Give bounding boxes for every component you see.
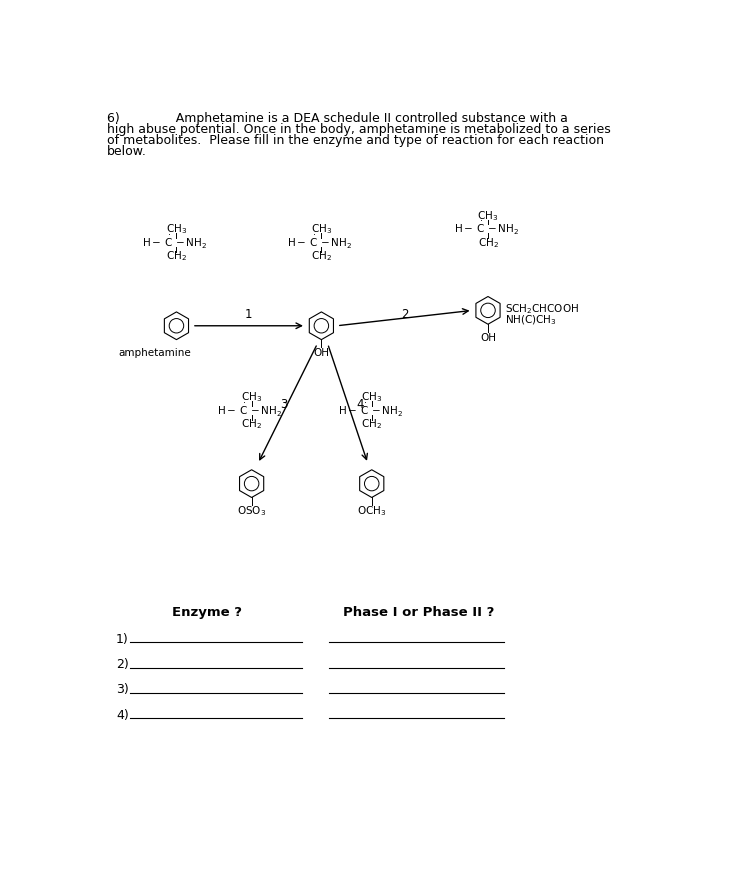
Text: 3: 3 [280,398,288,411]
Text: $\mathregular{OCH_3}$: $\mathregular{OCH_3}$ [357,504,387,518]
Text: $\mathregular{CH_2}$: $\mathregular{CH_2}$ [166,250,187,263]
Text: 1): 1) [116,633,129,646]
Text: 2): 2) [116,658,129,671]
Text: $\mathregular{CH_3}$: $\mathregular{CH_3}$ [241,391,262,404]
Text: $\mathregular{H-\,\dot{C}\,-NH_2}$: $\mathregular{H-\,\dot{C}\,-NH_2}$ [142,234,208,251]
Text: $\mathregular{SCH_2CHCOOH}$: $\mathregular{SCH_2CHCOOH}$ [505,302,579,315]
Text: $\mathregular{NH(C)CH_3}$: $\mathregular{NH(C)CH_3}$ [505,314,556,327]
Text: $\mathregular{H-\,\dot{C}\,-NH_2}$: $\mathregular{H-\,\dot{C}\,-NH_2}$ [338,402,403,419]
Text: 4): 4) [116,709,129,722]
Text: 2: 2 [401,308,408,322]
Text: $\mathregular{CH_3}$: $\mathregular{CH_3}$ [166,222,187,237]
Text: $\mathregular{CH_2}$: $\mathregular{CH_2}$ [241,417,262,431]
Text: below.: below. [107,144,147,158]
Text: $\mathregular{CH_3}$: $\mathregular{CH_3}$ [477,209,499,222]
Text: $\mathregular{OSO_3}$: $\mathregular{OSO_3}$ [237,504,266,518]
Text: $\mathregular{CH_2}$: $\mathregular{CH_2}$ [311,250,332,263]
Text: $\mathregular{CH_2}$: $\mathregular{CH_2}$ [478,236,499,250]
Text: 4: 4 [356,398,364,411]
Text: OH: OH [313,348,329,359]
Text: $\mathregular{CH_2}$: $\mathregular{CH_2}$ [361,417,382,431]
Text: $\mathregular{H-\,\dot{C}\,-NH_2}$: $\mathregular{H-\,\dot{C}\,-NH_2}$ [217,402,283,419]
Text: OH: OH [480,333,496,343]
Text: 6)              Amphetamine is a DEA schedule II controlled substance with a: 6) Amphetamine is a DEA schedule II cont… [107,113,568,126]
Text: $\mathregular{H-\,\dot{C}\,-NH_2}$: $\mathregular{H-\,\dot{C}\,-NH_2}$ [287,234,352,251]
Text: high abuse potential. Once in the body, amphetamine is metabolized to a series: high abuse potential. Once in the body, … [107,123,611,136]
Text: 1: 1 [245,308,253,322]
Text: 3): 3) [116,683,129,696]
Text: $\mathregular{CH_3}$: $\mathregular{CH_3}$ [311,222,332,237]
Text: amphetamine: amphetamine [119,347,191,358]
Text: Phase I or Phase II ?: Phase I or Phase II ? [343,607,494,619]
Text: of metabolites.  Please fill in the enzyme and type of reaction for each reactio: of metabolites. Please fill in the enzym… [107,134,604,147]
Text: $\mathregular{CH_3}$: $\mathregular{CH_3}$ [361,391,382,404]
Text: Enzyme ?: Enzyme ? [172,607,243,619]
Text: $\mathregular{H-\,\dot{C}\,-NH_2}$: $\mathregular{H-\,\dot{C}\,-NH_2}$ [454,221,519,237]
